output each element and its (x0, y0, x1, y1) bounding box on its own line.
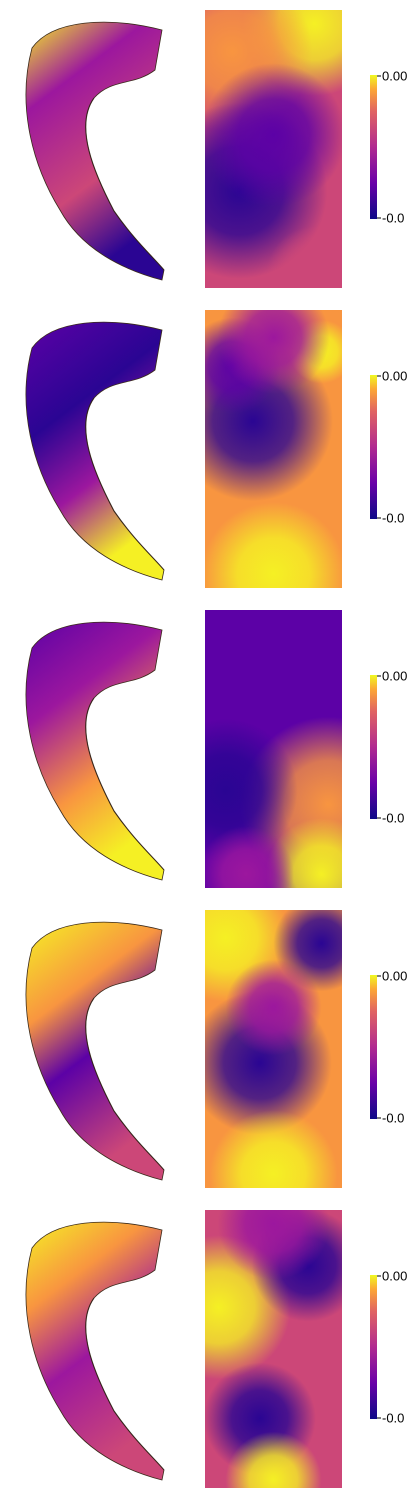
surface-render (25, 921, 165, 1181)
colorbar (370, 75, 377, 219)
colorbar-max-label: 0.00 (382, 368, 407, 383)
colorbar-max-label: 0.00 (382, 1268, 407, 1283)
colorbar-max-label: 0.00 (382, 668, 407, 683)
flat-map-blob (209, 610, 338, 702)
flat-map (205, 610, 342, 888)
flat-map-blob (209, 1110, 338, 1188)
flat-map (205, 10, 342, 288)
panel: 0.00 -0.0 (25, 10, 407, 288)
flat-map-blob (225, 1431, 322, 1488)
flat-map (205, 1210, 342, 1488)
flat-map (205, 310, 342, 588)
surface-render (25, 321, 165, 581)
colorbar-min-label: -0.0 (382, 1110, 404, 1125)
colorbar-min-label: -0.0 (382, 810, 404, 825)
surface-fold (85, 397, 165, 571)
flat-map-blob (205, 718, 298, 863)
surface-fold (85, 997, 165, 1171)
surface-fold (85, 697, 165, 871)
colorbar-min-label: -0.0 (382, 1410, 404, 1425)
panel: 0.00 -0.0 (25, 610, 407, 888)
flat-map-blob (225, 959, 322, 1056)
colorbar-min-label: -0.0 (382, 210, 404, 225)
flat-map-blob (205, 826, 295, 888)
colorbar-max-label: 0.00 (382, 968, 407, 983)
panel: 0.00 -0.0 (25, 910, 407, 1188)
colorbar (370, 975, 377, 1119)
panel: 0.00 -0.0 (25, 1210, 407, 1488)
surface-fold (85, 1297, 165, 1471)
colorbar (370, 675, 377, 819)
flat-map-blob (217, 1210, 330, 1280)
colorbar-min-label: -0.0 (382, 510, 404, 525)
flat-map-blob (205, 63, 342, 208)
surface-render (25, 21, 165, 281)
colorbar-max-label: 0.00 (382, 68, 407, 83)
colorbar (370, 375, 377, 519)
surface-render (25, 621, 165, 881)
flat-map (205, 910, 342, 1188)
flat-map-blob (266, 226, 342, 288)
flat-map-blob (217, 310, 330, 394)
colorbar (370, 1275, 377, 1419)
surface-render (25, 1221, 165, 1481)
surface-fold (85, 97, 165, 271)
flat-map-blob (205, 502, 342, 588)
panel: 0.00 -0.0 (25, 310, 407, 588)
